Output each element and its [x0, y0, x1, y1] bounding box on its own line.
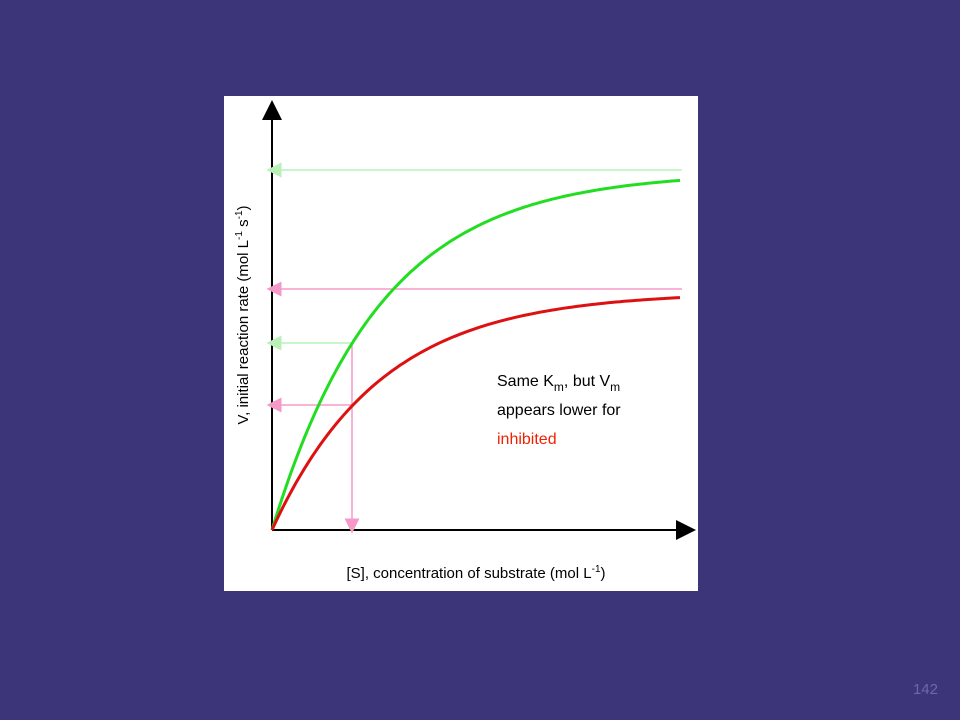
annotation-sub: m: [554, 380, 564, 394]
x-axis-label: [S], concentration of substrate (mol L-1…: [346, 564, 605, 582]
x-label-text: [S], concentration of substrate (mol L: [346, 565, 591, 582]
annotation-text: Same K: [497, 373, 554, 390]
annotation-highlight: inhibited: [497, 431, 557, 448]
slide-number: 142: [913, 681, 938, 698]
annotation-text: , but V: [564, 373, 611, 390]
annotation-line: Same Km, but Vm: [497, 373, 620, 394]
annotation-line: appears lower for: [497, 402, 621, 419]
y-label-text: V, initial reaction rate (mol L: [235, 240, 252, 425]
y-label-sup: -1: [234, 210, 245, 219]
y-label-sup: -1: [234, 231, 245, 240]
uninhibited-curve: [270, 178, 681, 531]
inhibited-curve: [270, 296, 681, 531]
x-label-sup: -1: [592, 564, 601, 575]
annotation-sub: m: [610, 380, 620, 394]
y-label-text: ): [235, 205, 252, 210]
y-label-text: s: [235, 219, 252, 231]
x-label-text: ): [601, 565, 606, 582]
y-axis-label: V, initial reaction rate (mol L-1 s-1): [234, 205, 252, 424]
